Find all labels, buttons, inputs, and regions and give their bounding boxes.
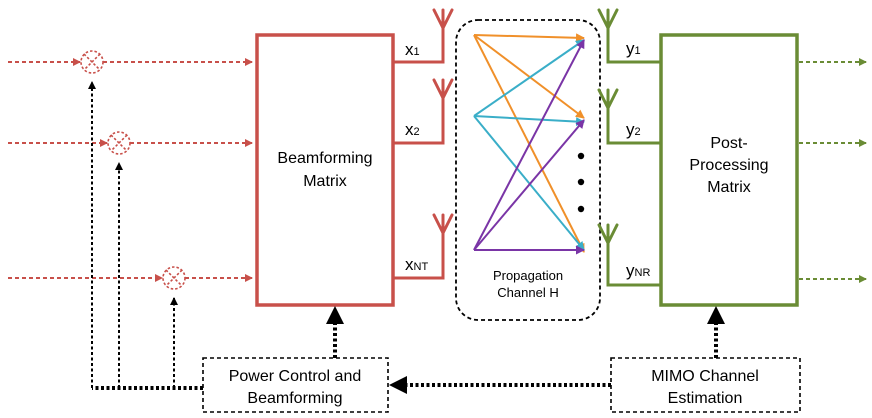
path-purple-2	[473, 119, 585, 251]
beamforming-label-line2: Matrix	[303, 173, 347, 190]
rx-antenna-3-icon	[597, 223, 619, 245]
rx-antenna-2-icon	[597, 88, 619, 110]
output-lines	[799, 58, 867, 283]
multiplier-2	[107, 131, 131, 155]
mimo-estimation-label-line2: Estimation	[668, 390, 743, 407]
tx-antenna-1-icon	[432, 8, 454, 30]
arrowhead-to-postproc	[707, 306, 725, 324]
rx-label-nr: yNR	[626, 261, 650, 280]
ellipsis-dots	[577, 152, 585, 213]
path-cyan-3	[473, 115, 585, 251]
mimo-estimation-label-line1: MIMO Channel	[651, 368, 759, 385]
path-orange-1	[473, 33, 585, 43]
power-control-label-line1: Power Control and	[229, 368, 362, 385]
multiplier-3	[162, 266, 186, 290]
control-lines	[88, 81, 718, 390]
rx-feeds	[606, 28, 660, 287]
power-control-block	[202, 357, 389, 413]
rx-label-2: y2	[626, 120, 641, 139]
rx-antenna-1-icon	[597, 8, 619, 30]
postprocessing-label-line2: Processing	[689, 157, 768, 174]
postprocessing-label-line1: Post-	[710, 135, 747, 152]
control-arrowheads	[326, 306, 725, 394]
multiplier-1	[80, 50, 104, 74]
path-cyan-1	[473, 39, 585, 117]
arrowhead-to-power	[389, 376, 407, 394]
tx-label-2: x2	[405, 120, 420, 139]
beamforming-matrix-block	[255, 33, 395, 307]
power-control-label-line2: Beamforming	[247, 390, 342, 407]
tx-antenna-3-icon	[432, 213, 454, 235]
tx-label-1: x1	[405, 40, 420, 59]
channel-label-line1: Propagation	[493, 268, 563, 283]
tx-feeds	[393, 28, 445, 280]
rx-label-1: y1	[626, 39, 641, 58]
tx-antenna-2-icon	[432, 78, 454, 100]
beamforming-label-line1: Beamforming	[277, 150, 372, 167]
arrowhead-to-beamforming	[326, 306, 344, 324]
path-cyan-2	[473, 115, 585, 127]
path-purple-1	[473, 39, 585, 251]
input-lines	[8, 58, 253, 282]
mimo-estimation-block	[610, 357, 801, 413]
tx-label-nt: xNT	[405, 255, 428, 274]
channel-label-line2: Channel H	[497, 285, 558, 300]
rx-antennas	[597, 8, 619, 245]
tx-antennas	[432, 8, 454, 235]
propagation-channel-box	[455, 19, 601, 321]
multipliers	[80, 50, 186, 290]
channel-paths	[473, 33, 585, 255]
post-processing-matrix-block	[659, 33, 799, 307]
path-orange-2	[473, 34, 585, 119]
postprocessing-label-line3: Matrix	[707, 179, 751, 196]
